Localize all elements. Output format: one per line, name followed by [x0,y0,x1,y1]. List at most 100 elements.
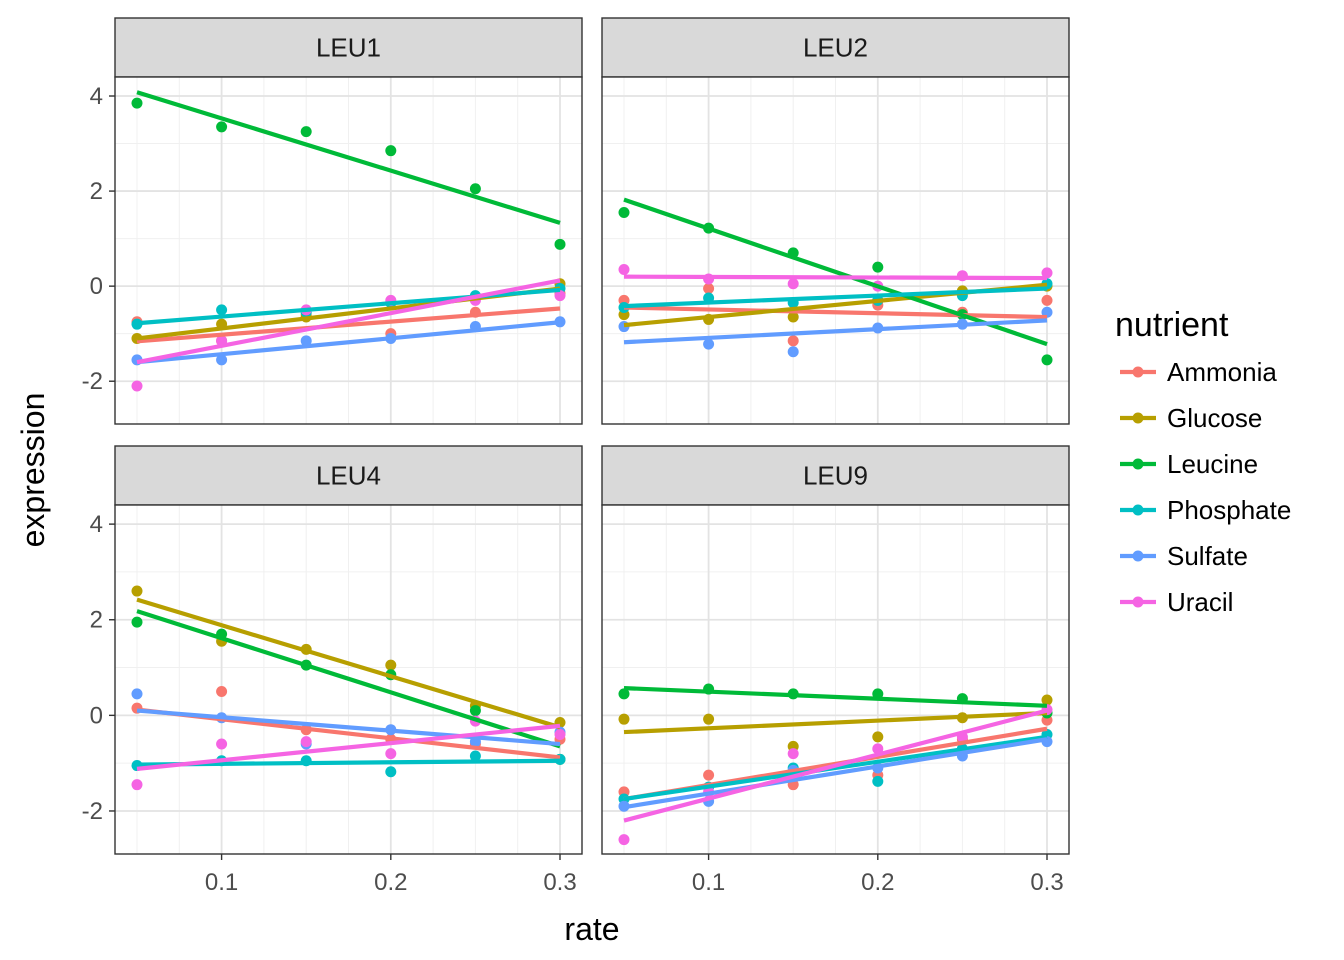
legend-key-point [1132,550,1144,562]
x-tick-label: 0.1 [692,869,725,896]
data-point [787,748,799,760]
data-point [703,713,715,725]
data-point [618,713,630,725]
x-tick-label: 0.2 [374,869,407,896]
legend-item-glucose: Glucose [1120,403,1262,433]
data-point [216,304,228,316]
data-point [618,834,630,846]
legend-title: nutrient [1115,306,1229,344]
data-point [300,335,312,347]
fit-line-sulfate [623,737,1048,810]
data-point [1041,694,1053,706]
data-point [703,283,715,295]
data-point [872,743,884,755]
data-point [618,206,630,218]
facet-strip-label: LEU1 [316,33,381,63]
x-axis-title: rate [564,911,619,947]
fit-line-uracil [136,723,561,771]
data-point [554,290,566,302]
panel-border [114,504,583,855]
data-point [618,688,630,700]
series-uracil [131,715,566,791]
panel-border [601,504,1070,855]
data-point [554,238,566,250]
fit-line-uracil [623,274,1048,281]
data-point [618,264,630,276]
y-tick-label: 4 [90,83,103,110]
legend-key-point [1132,458,1144,470]
fit-line-uracil [623,708,1048,823]
data-point [216,685,228,697]
facet-strip [601,17,1070,78]
facet-strip [114,17,583,78]
x-tick-label: 0.2 [861,869,894,896]
y-tick-label: 4 [90,511,103,538]
fit-line-glucose [136,597,561,730]
fit-line-phosphate [623,734,1048,802]
panel-border [114,76,583,425]
data-point [469,705,481,717]
data-point [216,738,228,750]
legend-label: Ammonia [1167,357,1277,387]
data-point [703,338,715,350]
legend-label: Phosphate [1167,495,1291,525]
series-leucine [618,206,1053,366]
data-point [131,97,143,109]
x-tick-label: 0.1 [205,869,238,896]
facet-strip [114,445,583,506]
data-point [469,750,481,762]
data-point [703,769,715,781]
data-point [216,121,228,133]
y-tick-label: -2 [82,368,103,395]
data-point [385,145,397,157]
legend-label: Glucose [1167,403,1262,433]
facet-panel-leu4: LEU4 -2 0 2 4 0.1 0.2 0.3 [82,445,583,896]
y-tick-label: 0 [90,273,103,300]
data-point [131,688,143,700]
fit-line-phosphate [136,758,561,767]
legend-label: Sulfate [1167,541,1248,571]
x-tick-label: 0.3 [543,869,576,896]
data-point [787,346,799,358]
series-leucine [131,97,566,250]
data-point [872,731,884,743]
x-tick-label: 0.3 [1030,869,1063,896]
data-point [787,335,799,347]
facet-panel-leu9: LEU9 0.1 0.2 0.3 [601,445,1070,896]
y-axis-title: expression [15,393,51,548]
data-point [872,775,884,787]
data-point [787,311,799,323]
legend-label: Uracil [1167,587,1233,617]
y-tick-label: 2 [90,607,103,634]
panel-border [601,76,1070,425]
y-tick-label: 0 [90,702,103,729]
legend-key-point [1132,412,1144,424]
legend-label: Leucine [1167,449,1258,479]
y-tick-label: 2 [90,178,103,205]
legend: nutrient Ammonia Glucose Leucine Phosphate Su… [1115,306,1291,617]
fit-line-uracil [136,278,561,365]
fit-line-leucine [623,686,1048,708]
data-point [554,728,566,740]
data-point [469,183,481,195]
fit-line-leucine [136,90,561,225]
legend-item-sulfate: Sulfate [1120,541,1248,571]
legend-key-point [1132,596,1144,608]
fit-line-ammonia [136,306,561,344]
data-point [131,616,143,628]
data-point [787,278,799,290]
data-point [385,659,397,671]
fit-line-leucine [136,609,561,749]
fit-line-sulfate [623,318,1048,345]
data-point [385,766,397,778]
data-point [300,736,312,748]
data-point [872,261,884,273]
data-point [131,380,143,392]
legend-key-point [1132,504,1144,516]
facet-strip-label: LEU4 [316,461,381,491]
data-point [131,779,143,791]
facet-strip [601,445,1070,506]
data-point [1041,267,1053,279]
fit-line-sulfate [136,320,561,365]
